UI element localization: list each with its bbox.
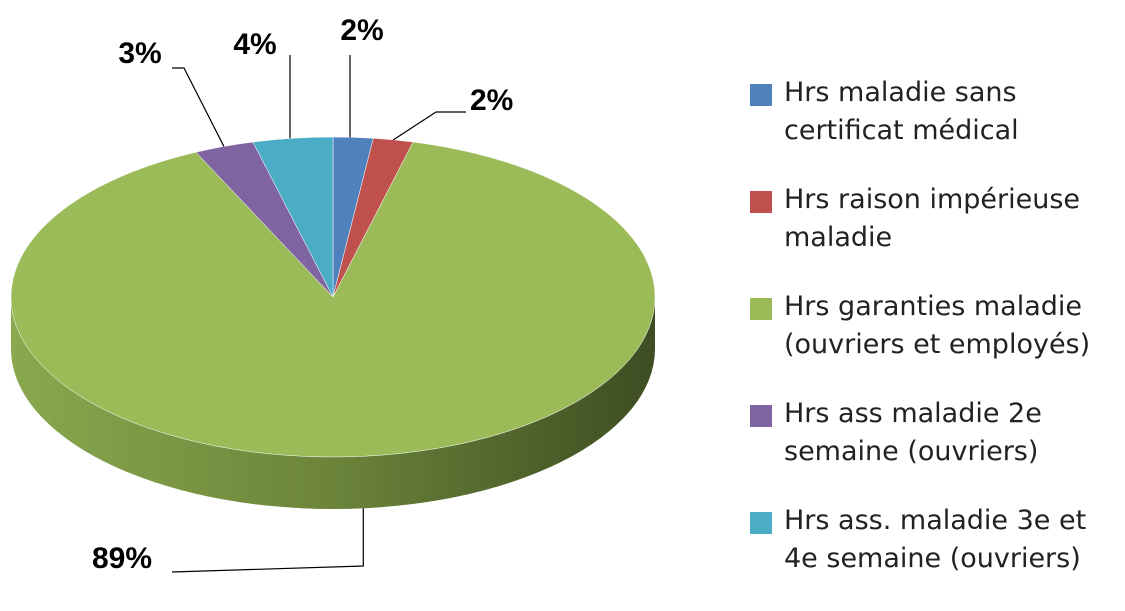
data-label: 89% [92,542,152,575]
legend-swatch [750,191,772,213]
legend-swatch [750,405,772,427]
legend-swatch [750,298,772,320]
legend-item: Hrs raison impérieuse maladie [748,181,1118,288]
data-label: 4% [233,28,276,61]
legend-swatch [750,512,772,534]
legend-label: Hrs raison impérieuse maladie [784,184,1081,253]
data-label: 2% [470,84,513,117]
legend-swatch [750,84,772,106]
leader-line [393,111,466,141]
legend-item: Hrs ass. maladie 3e et 4e semaine (ouvri… [748,502,1118,609]
legend-label: Hrs maladie sans certificat médical [784,77,1019,146]
leader-line [172,67,225,147]
pie-slice [10,141,656,458]
legend-item: Hrs garanties maladie (ouvriers et emplo… [748,288,1118,395]
pie-area: 2% 2% 89% 3% 4% [10,14,656,575]
legend-item: Hrs maladie sans certificat médical [748,74,1118,181]
legend-label: Hrs garanties maladie (ouvriers et emplo… [784,291,1091,360]
legend: Hrs maladie sans certificat médical Hrs r… [748,74,1118,609]
legend-label: Hrs ass. maladie 3e et 4e semaine (ouvri… [784,505,1087,574]
data-label: 3% [118,37,161,70]
leader-line [171,508,364,573]
pie-slice [252,136,334,298]
legend-item: Hrs ass maladie 2e semaine (ouvriers) [748,395,1118,502]
legend-label: Hrs ass maladie 2e semaine (ouvriers) [784,398,1042,467]
pie-side [11,297,655,509]
data-label: 2% [340,14,383,47]
